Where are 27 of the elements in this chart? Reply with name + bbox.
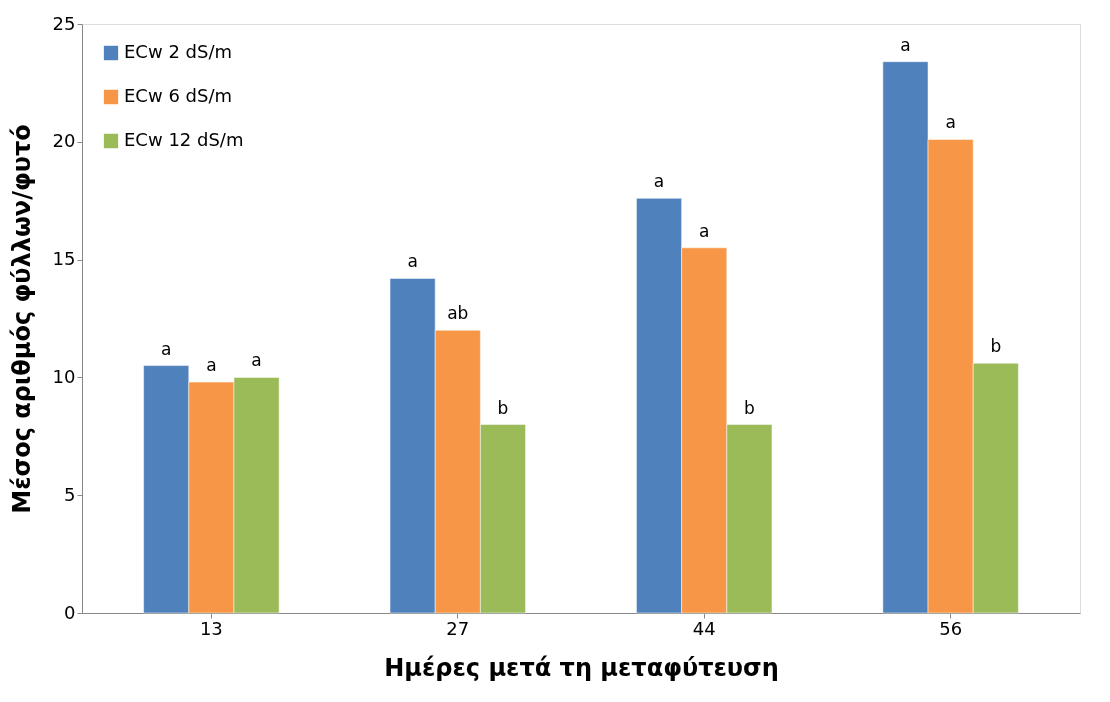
data-label: a	[900, 34, 911, 55]
y-tick-label: 10	[52, 365, 76, 387]
data-label: a	[407, 251, 418, 272]
data-label: a	[945, 112, 956, 133]
y-tick-label: 5	[64, 483, 76, 505]
data-label: a	[653, 171, 665, 192]
data-label: b	[990, 336, 1002, 357]
x-tick-label: 56	[939, 617, 963, 639]
data-label: b	[743, 397, 755, 418]
data-label: b	[497, 397, 509, 418]
data-label: a	[206, 355, 217, 376]
y-tick-label: 20	[52, 130, 76, 152]
y-axis-title: Μέσος αριθμός φύλλων/φυτό	[7, 124, 36, 514]
y-tick-label: 25	[52, 12, 76, 34]
data-label: a	[699, 220, 710, 241]
legend-label: ECw 2 dS/m	[124, 41, 233, 62]
x-tick-label: 44	[692, 617, 716, 639]
x-tick-label: 13	[199, 617, 223, 639]
data-label: ab	[447, 303, 469, 324]
legend-label: ECw 12 dS/m	[124, 129, 244, 150]
y-tick-label: 0	[64, 601, 76, 623]
data-label: a	[160, 338, 172, 359]
x-axis-title: Ημέρες μετά τη μεταφύτευση	[384, 653, 779, 682]
data-label: a	[251, 350, 262, 371]
y-tick-label: 15	[52, 248, 76, 270]
legend-label: ECw 6 dS/m	[124, 85, 233, 106]
x-tick-label: 27	[446, 617, 470, 639]
